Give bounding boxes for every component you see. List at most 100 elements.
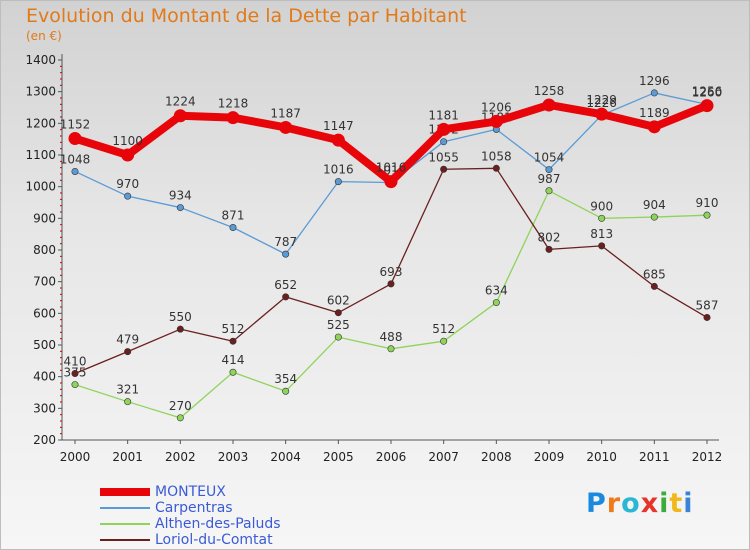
data-label: 634	[485, 284, 508, 298]
data-point	[124, 398, 132, 406]
data-label: 410	[64, 355, 87, 369]
data-point	[440, 165, 448, 173]
data-point	[545, 166, 553, 174]
data-label: 1258	[534, 84, 565, 98]
data-point	[331, 133, 345, 147]
data-label: 1206	[481, 100, 512, 114]
data-point	[703, 211, 711, 219]
legend-label: Althen-des-Paluds	[155, 516, 281, 532]
data-point	[700, 99, 714, 113]
x-tick-label: 2005	[323, 450, 354, 464]
data-label: 550	[169, 310, 192, 324]
data-point	[121, 148, 135, 162]
x-tick-label: 2012	[692, 450, 723, 464]
data-label: 321	[116, 383, 139, 397]
data-label: 1256	[692, 85, 723, 99]
x-tick-label: 2002	[165, 450, 196, 464]
data-point	[282, 250, 290, 258]
data-label: 1055	[428, 150, 459, 164]
data-label: 525	[327, 318, 350, 332]
data-point	[598, 242, 606, 250]
y-tick-label: 500	[33, 338, 56, 352]
x-tick-label: 2008	[481, 450, 512, 464]
data-label: 652	[274, 278, 297, 292]
data-point	[282, 293, 290, 301]
y-tick-label: 1400	[25, 53, 56, 67]
data-point	[703, 313, 711, 321]
data-point	[334, 309, 342, 317]
legend-swatch	[100, 523, 150, 525]
legend-swatch	[100, 488, 150, 496]
legend-item: Carpentras	[100, 500, 350, 516]
data-label: 1152	[60, 118, 91, 132]
data-point	[71, 381, 79, 389]
data-point	[437, 122, 451, 136]
data-label: 512	[432, 322, 455, 336]
data-point	[71, 167, 79, 175]
series-line-althen-des-paluds	[74, 190, 708, 419]
proxiti-logo: Proxiti	[586, 488, 694, 519]
data-label: 802	[538, 230, 561, 244]
data-point	[229, 337, 237, 345]
data-label: 354	[274, 372, 297, 386]
data-label: 685	[643, 267, 666, 281]
data-point	[598, 214, 606, 222]
x-tick-label: 2010	[586, 450, 617, 464]
data-label: 910	[696, 196, 719, 210]
data-point	[334, 178, 342, 186]
data-label: 693	[380, 265, 403, 279]
data-label: 602	[327, 294, 350, 308]
y-tick-label: 300	[33, 401, 56, 415]
data-point	[492, 299, 500, 307]
x-tick-label: 2001	[112, 450, 143, 464]
y-tick-label: 200	[33, 433, 56, 447]
x-tick-label: 2011	[639, 450, 670, 464]
data-label: 1016	[323, 163, 354, 177]
data-point	[650, 282, 658, 290]
data-point	[176, 414, 184, 422]
x-tick-label: 2009	[534, 450, 565, 464]
y-tick-label: 1300	[25, 85, 56, 99]
legend-label: Loriol-du-Comtat	[155, 532, 273, 548]
data-label: 900	[590, 199, 613, 213]
data-label: 1048	[60, 152, 91, 166]
data-point	[124, 348, 132, 356]
data-point	[387, 345, 395, 353]
data-point	[124, 192, 132, 200]
y-tick-label: 800	[33, 243, 56, 257]
y-tick-label: 1200	[25, 116, 56, 130]
data-label: 414	[222, 353, 245, 367]
y-tick-label: 1100	[25, 148, 56, 162]
data-point	[595, 107, 609, 121]
legend: MONTEUX Carpentras Althen-des-Paluds Loriol…	[100, 484, 350, 548]
data-label: 1181	[428, 108, 459, 122]
data-label: 1189	[639, 106, 670, 120]
data-label: 1260	[692, 85, 723, 99]
data-label: 1229	[586, 93, 617, 107]
y-tick-label: 1000	[25, 180, 56, 194]
y-tick-label: 900	[33, 211, 56, 225]
legend-item: MONTEUX	[100, 484, 350, 500]
data-point	[545, 187, 553, 195]
data-label: 587	[696, 298, 719, 312]
data-label: 1226	[586, 96, 617, 110]
data-label: 813	[590, 227, 613, 241]
data-label: 270	[169, 399, 192, 413]
x-tick-label: 2003	[218, 450, 249, 464]
y-tick-label: 700	[33, 275, 56, 289]
x-tick-label: 2006	[376, 450, 407, 464]
data-point	[650, 213, 658, 221]
data-point	[440, 337, 448, 345]
data-label: 1224	[165, 95, 196, 109]
legend-swatch	[100, 539, 150, 541]
data-label: 871	[222, 209, 245, 223]
data-label: 787	[274, 235, 297, 249]
data-point	[68, 132, 82, 146]
data-point	[545, 245, 553, 253]
data-point	[229, 368, 237, 376]
data-point	[226, 111, 240, 125]
data-label: 479	[116, 333, 139, 347]
data-point	[173, 109, 187, 123]
data-point	[489, 114, 503, 128]
